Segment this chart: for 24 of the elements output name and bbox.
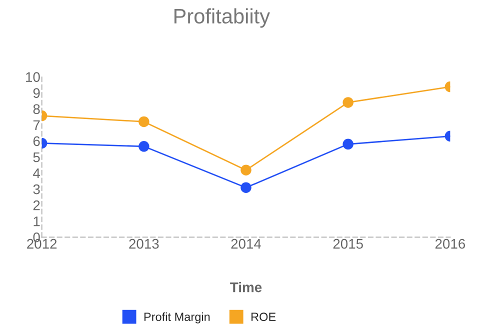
x-tick-label: 2015 <box>333 238 363 249</box>
chart-title: Profitabiity <box>174 8 270 28</box>
point <box>240 182 252 193</box>
y-tick-label: 4 <box>33 168 40 178</box>
point <box>240 164 252 176</box>
legend-label: Profit Margin <box>144 312 210 324</box>
point <box>342 97 354 108</box>
x-tick-label: 2013 <box>129 238 159 249</box>
y-tick-label: 5 <box>33 152 40 162</box>
point <box>342 138 354 150</box>
y-tick-label: 9 <box>33 88 40 98</box>
y-tick-label: 7 <box>33 120 40 130</box>
point <box>138 141 150 152</box>
legend-label: ROE <box>251 312 276 322</box>
x-axis-title: Time <box>230 282 262 292</box>
y-tick-label: 8 <box>33 104 40 114</box>
point <box>138 116 150 128</box>
y-tick-label: 1 <box>34 216 40 226</box>
y-tick-label: 10 <box>26 72 40 82</box>
y-tick-label: 2 <box>33 200 40 210</box>
x-tick-label: 2014 <box>231 238 262 249</box>
y-tick-label: 3 <box>33 184 40 194</box>
y-tick-label: 6 <box>33 136 40 146</box>
x-tick-label: 2016 <box>435 238 466 249</box>
